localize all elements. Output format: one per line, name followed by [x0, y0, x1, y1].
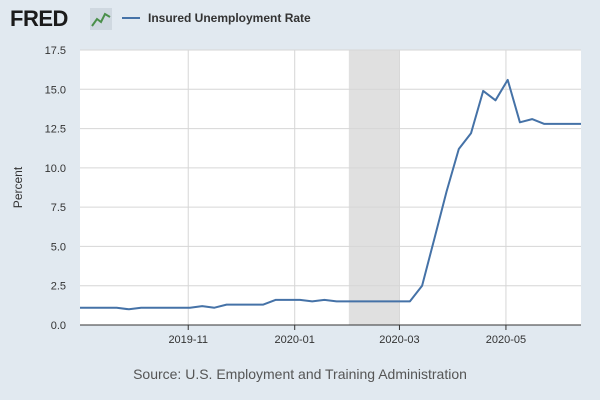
- legend-label: Insured Unemployment Rate: [148, 11, 311, 25]
- legend-swatch: [122, 17, 140, 19]
- y-tick-label: 17.5: [45, 45, 66, 57]
- chart-header: FRED Insured Unemployment Rate: [10, 6, 570, 32]
- legend: Insured Unemployment Rate: [122, 11, 311, 25]
- fred-logo[interactable]: FRED: [10, 6, 68, 31]
- series-line: [80, 78, 581, 311]
- y-tick-label: 12.5: [45, 124, 66, 136]
- y-tick-label: 15.0: [45, 84, 66, 96]
- y-axis-label: Percent: [11, 166, 25, 208]
- y-tick-label: 2.5: [51, 281, 66, 293]
- x-tick-label: 2020-05: [486, 334, 526, 346]
- recession-band: [348, 50, 400, 325]
- source-note: Source: U.S. Employment and Training Adm…: [133, 366, 467, 382]
- y-tick-label: 5.0: [51, 241, 66, 253]
- trend-line-icon: [90, 8, 112, 30]
- x-tick-label: 2020-01: [275, 334, 315, 346]
- y-tick-label: 10.0: [45, 163, 66, 175]
- x-tick-label: 2020-03: [379, 334, 419, 346]
- y-tick-label: 0.0: [51, 320, 66, 332]
- x-tick-label: 2019-11: [168, 334, 208, 346]
- line-chart: 0.0 2.5 5.0 7.5 10.0 12.5 15.0 17.5 2019-11 2020-…: [11, 45, 581, 346]
- series-group: [80, 78, 581, 311]
- recession-shading-group: [348, 50, 400, 325]
- y-tick-label: 7.5: [51, 202, 66, 214]
- axis-group: 0.0 2.5 5.0 7.5 10.0 12.5 15.0 17.5 2019-11 2020-…: [45, 45, 581, 346]
